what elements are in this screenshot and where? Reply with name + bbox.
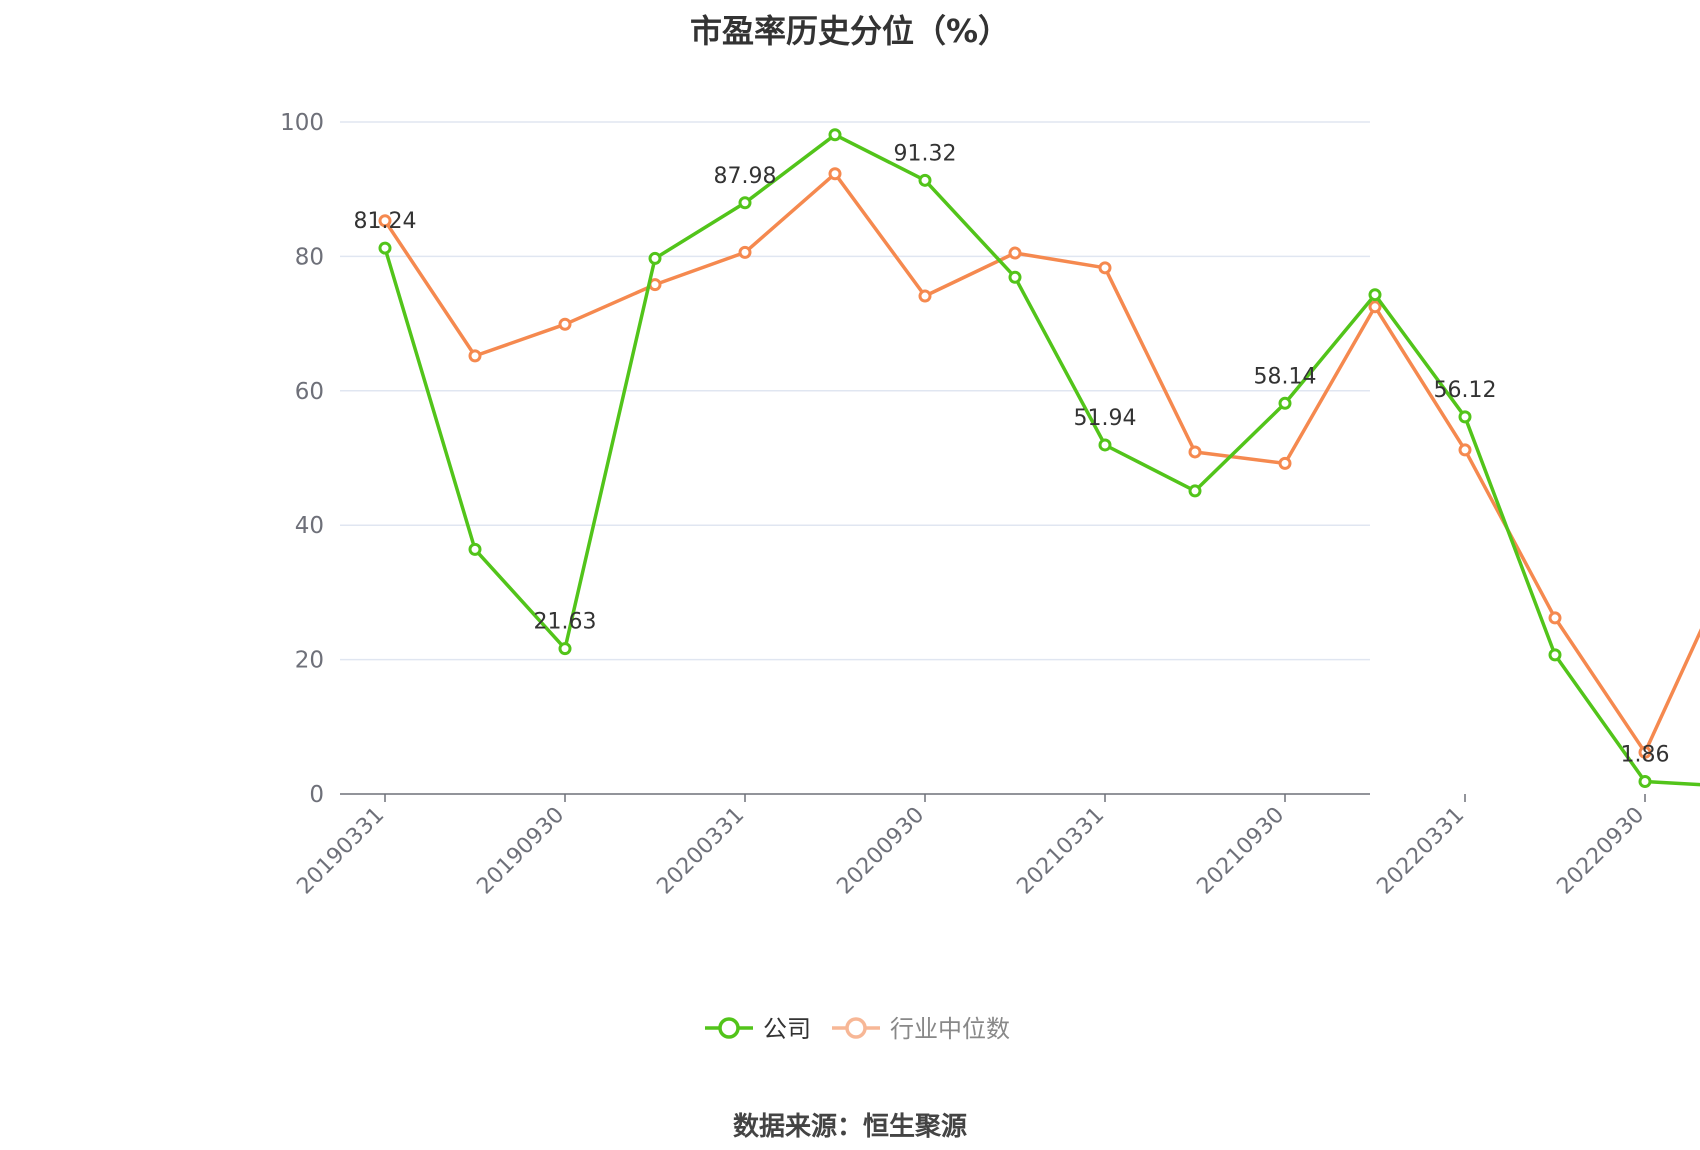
data-point-industry-median-20220630[interactable]	[1548, 611, 1562, 625]
data-point-industry-median-20210331[interactable]	[1098, 261, 1112, 275]
data-point-industry-median-20190331[interactable]	[378, 214, 392, 228]
data-point-company-20211231[interactable]	[1368, 288, 1382, 302]
data-point-industry-median-20210630[interactable]	[1188, 445, 1202, 459]
data-point-company-20200630[interactable]	[828, 128, 842, 142]
data-label-20200331: 87.98	[714, 164, 777, 189]
legend-marker-company	[718, 1017, 740, 1039]
data-label-20210930: 58.14	[1254, 364, 1317, 389]
x-tick-label-20220930: 20220930	[1552, 803, 1649, 900]
legend-label-company: 公司	[763, 1015, 811, 1043]
data-point-company-20190630[interactable]	[468, 542, 482, 556]
data-point-company-20210630[interactable]	[1188, 484, 1202, 498]
x-tick-label-20190331: 20190331	[292, 803, 389, 900]
data-point-company-20200930[interactable]	[918, 173, 932, 187]
data-label-20200930: 91.32	[894, 141, 957, 166]
y-tick-label-20: 20	[295, 648, 324, 674]
data-label-20220930: 1.86	[1621, 743, 1670, 768]
legend[interactable]: 公司 行业中位数	[705, 1015, 1010, 1043]
data-label-layer: 81.2421.6387.9891.3251.9458.1456.121.863…	[354, 141, 1670, 768]
data-point-industry-median-20201231[interactable]	[1008, 246, 1022, 260]
y-tick-label-100: 100	[280, 110, 324, 136]
x-tick-label-20200930: 20200930	[832, 803, 929, 900]
y-tick-label-0: 0	[309, 782, 324, 808]
x-tick-label-20200331: 20200331	[652, 803, 749, 900]
x-tick-label-20190930: 20190930	[472, 803, 569, 900]
legend-item-company[interactable]: 公司	[705, 1015, 811, 1043]
axis-layer: 0 20 40 60 80 100 20190331 20190930 20200331 2020…	[280, 110, 1649, 900]
y-tick-label-80: 80	[295, 244, 324, 270]
series-line-company	[383, 133, 1700, 787]
data-point-company-20220331[interactable]	[1458, 410, 1472, 424]
y-tick-label-40: 40	[295, 513, 324, 539]
data-point-industry-median-20210930[interactable]	[1278, 456, 1292, 470]
data-point-industry-median-20220331[interactable]	[1458, 443, 1472, 457]
data-point-industry-median-20200630[interactable]	[828, 167, 842, 181]
legend-item-industry-median[interactable]: 行业中位数	[832, 1015, 1010, 1043]
data-point-company-20190331[interactable]	[378, 241, 392, 255]
data-point-industry-median-20220930[interactable]	[1638, 745, 1652, 759]
x-tick-label-20210930: 20210930	[1192, 803, 1289, 900]
data-point-company-20190930[interactable]	[558, 642, 572, 656]
data-label-20210331: 51.94	[1074, 406, 1137, 431]
data-label-20190331: 81.24	[354, 209, 417, 234]
chart-title: 市盈率历史分位（%）	[689, 12, 1011, 50]
legend-marker-industry-median	[845, 1017, 867, 1039]
data-point-industry-median-20200930[interactable]	[918, 289, 932, 303]
x-tick-label-20220331: 20220331	[1372, 803, 1469, 900]
legend-label-industry-median: 行业中位数	[890, 1015, 1010, 1043]
data-point-industry-median-20200331[interactable]	[738, 245, 752, 259]
series-layer	[378, 128, 1700, 789]
y-tick-label-60: 60	[295, 379, 324, 405]
series-line-industry-median	[383, 171, 1700, 755]
data-point-company-20200331[interactable]	[738, 196, 752, 210]
data-point-industry-median-20190930[interactable]	[558, 317, 572, 331]
data-point-industry-median-20190630[interactable]	[468, 349, 482, 363]
data-label-20220331: 56.12	[1434, 378, 1497, 403]
x-tick-label-20210331: 20210331	[1012, 803, 1109, 900]
data-point-company-20210930[interactable]	[1278, 396, 1292, 410]
data-point-company-20220930[interactable]	[1638, 775, 1652, 789]
data-point-company-20201231[interactable]	[1008, 270, 1022, 284]
data-source-note: 数据来源：恒生聚源	[732, 1112, 967, 1142]
data-point-industry-median-20211231[interactable]	[1368, 300, 1382, 314]
data-point-company-20191231[interactable]	[648, 251, 662, 265]
grid-layer	[340, 121, 1370, 661]
data-label-20190930: 21.63	[534, 610, 597, 635]
data-point-company-20220630[interactable]	[1548, 648, 1562, 662]
data-point-company-20210331[interactable]	[1098, 438, 1112, 452]
